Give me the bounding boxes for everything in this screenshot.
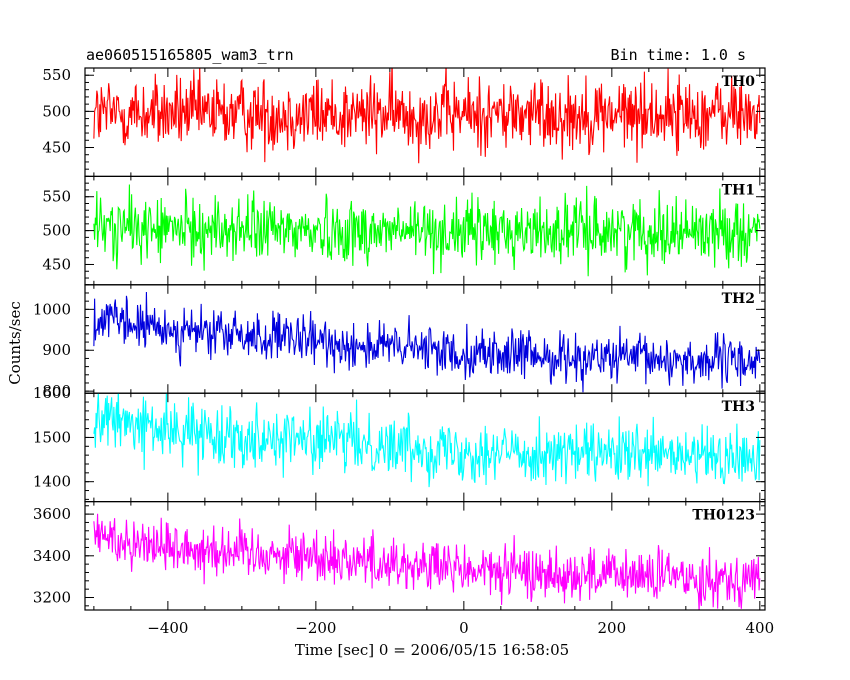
chart-title: ae060515165805_wam3_trn xyxy=(86,46,294,64)
series-label: TH2 xyxy=(722,291,755,307)
series-label: TH0123 xyxy=(692,508,755,524)
y-tick-label: 550 xyxy=(42,188,71,206)
y-tick-label: 500 xyxy=(42,222,71,240)
y-axis-label: Counts/sec xyxy=(6,301,24,385)
series-line-th0123 xyxy=(93,513,761,611)
panel-th0: 450 500 550 TH0 xyxy=(42,66,766,178)
y-tick-label: 450 xyxy=(42,138,71,156)
series-label: TH3 xyxy=(722,399,755,415)
panel-th3: 1400 1500 1600 TH3 xyxy=(33,384,766,503)
x-tick-label: 0 xyxy=(459,619,469,637)
panel-th0123: 3200 3400 3600 TH0123 xyxy=(33,501,766,611)
y-tick-label: 1500 xyxy=(33,428,71,446)
x-tick-label: 200 xyxy=(598,619,627,637)
panel-th1: 450 500 550 TH1 xyxy=(42,175,766,286)
y-tick-label: 900 xyxy=(42,341,71,359)
series-line-th2 xyxy=(93,292,761,393)
y-tick-label: 3200 xyxy=(33,588,71,606)
series-label: TH0 xyxy=(722,74,756,90)
y-tick-label: 1600 xyxy=(33,384,71,402)
series-line-th1 xyxy=(93,184,761,277)
panel-th2: 800 900 1000 TH2 xyxy=(33,284,766,400)
series-line-th0 xyxy=(93,68,761,164)
series-label: TH1 xyxy=(722,182,755,198)
x-tick-label: −200 xyxy=(295,619,336,637)
y-tick-label: 450 xyxy=(42,255,71,273)
x-tick-label: −400 xyxy=(147,619,188,637)
y-tick-label: 500 xyxy=(42,102,71,120)
x-axis-label: Time [sec] 0 = 2006/05/15 16:58:05 xyxy=(295,641,569,659)
y-tick-label: 550 xyxy=(42,66,71,84)
panels-group: 450 500 550 TH0 450 500 550 TH1 800 900 1000 TH2 140… xyxy=(33,66,775,637)
bin-time-label: Bin time: 1.0 s xyxy=(611,46,746,64)
series-line-th3 xyxy=(93,393,761,488)
x-tick-label: 400 xyxy=(746,619,775,637)
y-tick-label: 800 xyxy=(42,382,71,400)
y-tick-label: 1400 xyxy=(33,473,71,491)
y-tick-label: 3400 xyxy=(33,547,71,565)
y-tick-label: 1000 xyxy=(33,300,71,318)
y-tick-label: 3600 xyxy=(33,505,71,523)
